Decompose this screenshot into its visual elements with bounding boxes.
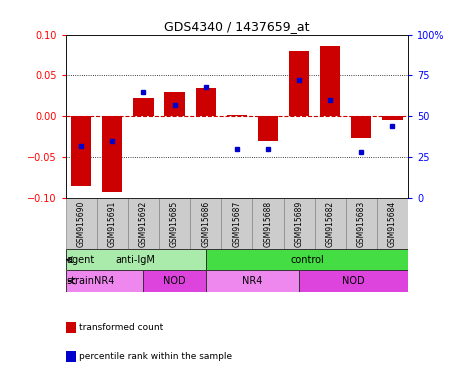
Bar xyxy=(258,116,278,141)
Bar xyxy=(221,198,252,249)
Text: GSM915684: GSM915684 xyxy=(388,200,397,247)
Text: GSM915690: GSM915690 xyxy=(77,200,86,247)
Text: GSM915683: GSM915683 xyxy=(357,200,366,247)
Text: strain: strain xyxy=(66,276,94,286)
Bar xyxy=(284,198,315,249)
Bar xyxy=(102,116,122,192)
Bar xyxy=(351,116,371,138)
Text: percentile rank within the sample: percentile rank within the sample xyxy=(79,352,232,361)
Bar xyxy=(66,249,206,270)
Bar xyxy=(299,270,408,292)
Bar xyxy=(159,198,190,249)
Bar xyxy=(71,116,91,185)
Bar xyxy=(128,198,159,249)
Text: anti-IgM: anti-IgM xyxy=(116,255,156,265)
Bar xyxy=(206,249,408,270)
Text: GSM915686: GSM915686 xyxy=(201,200,210,247)
Text: NR4: NR4 xyxy=(242,276,263,286)
Text: agent: agent xyxy=(66,255,95,265)
Bar xyxy=(190,198,221,249)
Title: GDS4340 / 1437659_at: GDS4340 / 1437659_at xyxy=(164,20,310,33)
Text: GSM915691: GSM915691 xyxy=(108,200,117,247)
Bar xyxy=(144,270,206,292)
Text: NR4: NR4 xyxy=(94,276,115,286)
Bar xyxy=(66,198,97,249)
Text: NOD: NOD xyxy=(342,276,365,286)
Bar xyxy=(252,198,284,249)
Bar xyxy=(196,88,216,116)
Text: control: control xyxy=(290,255,324,265)
Text: GSM915688: GSM915688 xyxy=(264,200,272,247)
Text: NOD: NOD xyxy=(163,276,186,286)
Text: GSM915685: GSM915685 xyxy=(170,200,179,247)
Bar xyxy=(320,46,340,116)
Text: GSM915687: GSM915687 xyxy=(232,200,242,247)
Bar xyxy=(206,270,299,292)
Text: GSM915689: GSM915689 xyxy=(295,200,303,247)
Bar xyxy=(377,198,408,249)
Bar xyxy=(97,198,128,249)
Bar xyxy=(346,198,377,249)
Bar xyxy=(315,198,346,249)
Bar xyxy=(133,98,153,116)
Bar xyxy=(66,270,144,292)
Bar xyxy=(165,92,185,116)
Text: transformed count: transformed count xyxy=(79,323,163,332)
Text: GSM915692: GSM915692 xyxy=(139,200,148,247)
Bar xyxy=(382,116,402,120)
Text: GSM915682: GSM915682 xyxy=(325,200,335,247)
Bar xyxy=(289,51,309,116)
